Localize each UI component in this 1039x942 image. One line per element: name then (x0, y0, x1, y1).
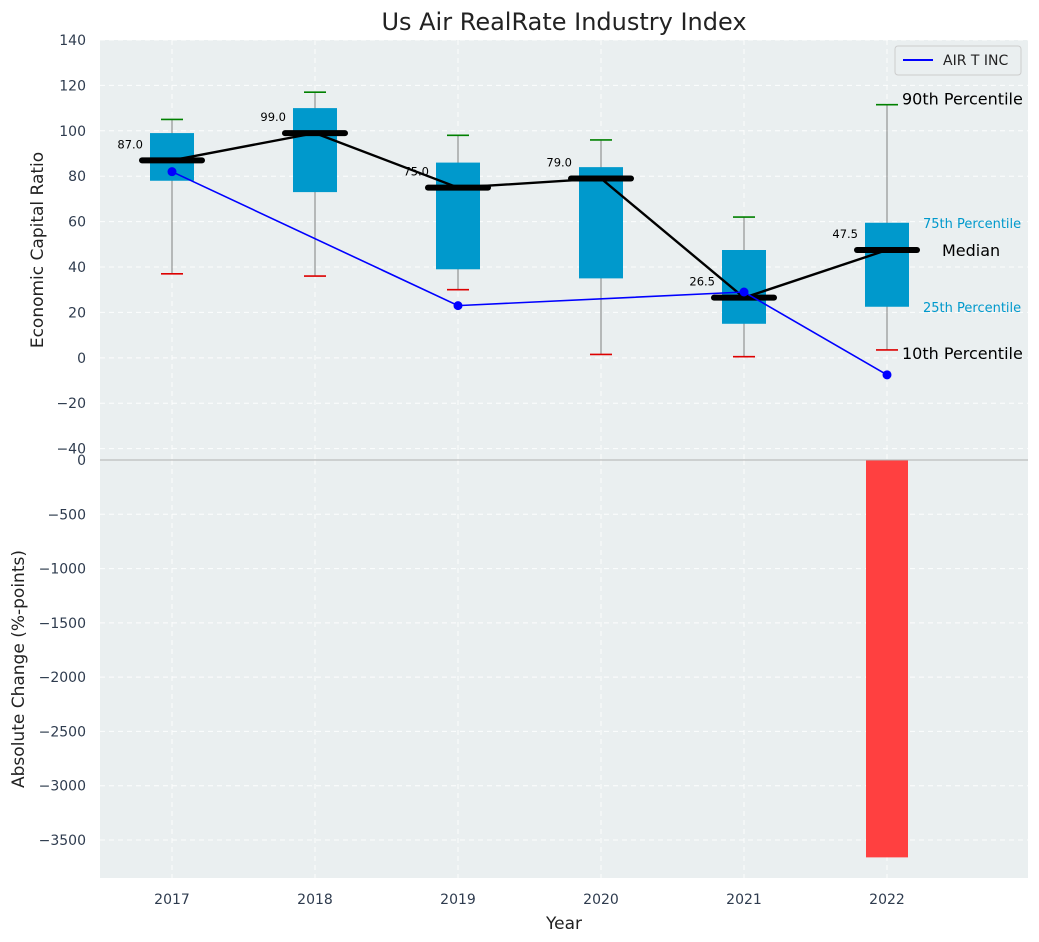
legend: AIR T INC (894, 45, 1022, 76)
x-tick-label: 2021 (726, 892, 762, 908)
bottom-y-tick-label: −1000 (39, 562, 86, 578)
iqr-box (436, 162, 480, 270)
top-y-tick-label: 80 (68, 169, 86, 185)
top-y-tick-label: 20 (68, 305, 86, 321)
median-value-label: 79.0 (546, 155, 572, 169)
bottom-y-tick-label: −2500 (39, 724, 86, 740)
x-tick-label: 2022 (869, 892, 905, 908)
median-value-label: 87.0 (117, 137, 143, 151)
annotation-90th-percentile: 90th Percentile (902, 90, 1023, 109)
bottom-y-axis-label: Absolute Change (%-points) (9, 550, 29, 788)
annotation-median: Median (942, 241, 1000, 260)
series-point-air-t-inc (882, 370, 892, 380)
median-value-label: 75.0 (403, 165, 429, 179)
top-y-tick-label: −20 (56, 396, 86, 412)
median-value-label: 47.5 (832, 227, 858, 241)
change-bar (866, 460, 908, 858)
median-value-label: 99.0 (260, 110, 286, 124)
x-tick-label: 2019 (440, 892, 476, 908)
top-y-tick-label: 140 (59, 33, 86, 49)
bottom-y-tick-label: −500 (48, 507, 86, 523)
top-y-tick-label: 100 (59, 124, 86, 140)
top-y-tick-label: 40 (68, 260, 86, 276)
bottom-y-tick-label: −3500 (39, 833, 86, 849)
bottom-y-tick-label: −2000 (39, 670, 86, 686)
annotation-25th-percentile: 25th Percentile (923, 301, 1021, 316)
legend-label-air-t-inc: AIR T INC (943, 53, 1008, 69)
iqr-box (865, 222, 909, 307)
series-point-air-t-inc (453, 301, 463, 311)
x-tick-label: 2020 (583, 892, 619, 908)
top-y-axis-label: Economic Capital Ratio (28, 152, 48, 348)
series-line-air-t-inc (171, 170, 888, 376)
bottom-y-tick-label: −1500 (39, 616, 86, 632)
iqr-box (293, 108, 337, 193)
x-tick-label: 2017 (154, 892, 190, 908)
annotation-75th-percentile: 75th Percentile (923, 217, 1021, 232)
top-y-tick-label: 120 (59, 78, 86, 94)
series-point-air-t-inc (739, 287, 749, 297)
median-value-label: 26.5 (689, 275, 715, 289)
x-tick-label: 2018 (297, 892, 333, 908)
top-y-tick-label: 60 (68, 215, 86, 231)
chart-title: Us Air RealRate Industry Index (381, 8, 746, 36)
annotation-10th-percentile: 10th Percentile (902, 344, 1023, 363)
top-y-tick-label: −40 (56, 442, 86, 458)
top-y-tick-label: 0 (77, 351, 86, 367)
median-trend-line (171, 131, 888, 300)
legend-box (894, 45, 1022, 76)
bottom-y-tick-label: 0 (77, 453, 86, 469)
x-axis-label: Year (545, 914, 582, 934)
bottom-y-tick-label: −3000 (39, 779, 86, 795)
iqr-box (579, 167, 623, 279)
series-point-air-t-inc (167, 167, 177, 177)
iqr-box (722, 250, 766, 324)
